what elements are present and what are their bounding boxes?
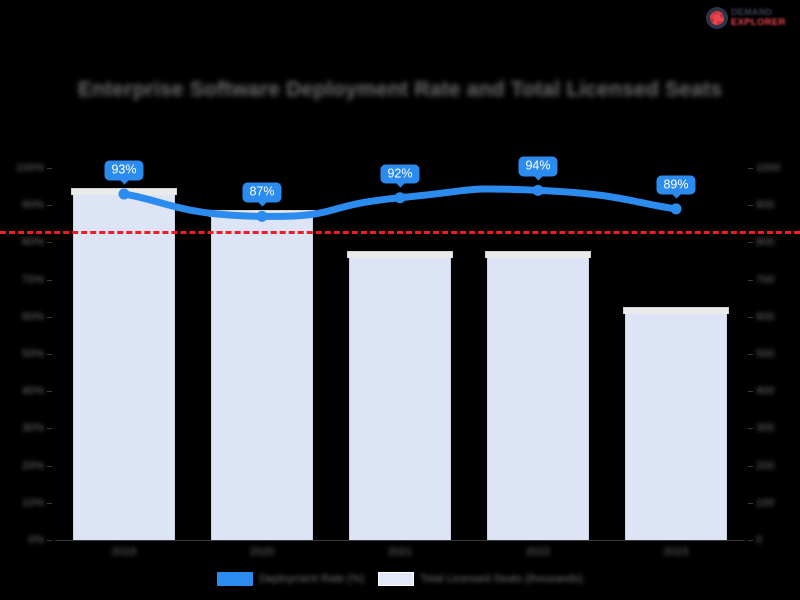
y-axis-left: 100% 90% 80% 70% 60% 50% 40% 30% 20% 10% 0% (0, 162, 52, 546)
tick-mark (47, 279, 52, 281)
line-marker-2023[interactable] (670, 203, 682, 215)
tick-mark (748, 316, 753, 318)
bar-cap (485, 251, 591, 259)
tick-label: 200 (756, 459, 775, 472)
tick-mark (47, 168, 52, 169)
bar-2022[interactable] (485, 251, 591, 540)
data-label-2020: 87% (242, 182, 282, 203)
tick-label: 800 (756, 236, 775, 249)
tick-label: 60% (21, 310, 44, 323)
tick-mark (748, 279, 753, 281)
bar-2021[interactable] (347, 251, 453, 540)
tick-label: 80% (21, 236, 44, 249)
tick-mark (47, 428, 52, 430)
tick-mark (47, 540, 52, 541)
x-axis-label-2023: 2023 (663, 546, 689, 558)
x-axis-label-2019: 2019 (111, 546, 137, 558)
bar-cap (71, 188, 177, 196)
tick-label: 0% (28, 534, 44, 546)
tick-mark (47, 205, 52, 207)
chart-legend: Deployment Rate (%) Total Licensed Seats… (0, 572, 800, 586)
bar-2023[interactable] (623, 307, 729, 540)
tick-label: 40% (21, 385, 44, 398)
tick-mark (47, 391, 52, 393)
tick-mark (47, 465, 52, 467)
tick-label: 500 (756, 348, 775, 360)
tick-mark (748, 428, 753, 430)
logo-text: DEMAND EXPLORER (731, 8, 786, 28)
tick-label: 400 (756, 385, 775, 398)
tick-label: 300 (756, 422, 775, 435)
tick-mark (748, 502, 753, 504)
x-axis-baseline (55, 540, 745, 541)
chart-title: Enterprise Software Deployment Rate and … (77, 78, 723, 101)
x-axis-label-2022: 2022 (525, 546, 551, 558)
tick-label: 100 (756, 496, 775, 509)
tick-mark (748, 205, 753, 207)
bar-2019[interactable] (71, 188, 177, 540)
logo-text-line-2: EXPLORER (731, 17, 786, 29)
reference-line (0, 231, 800, 235)
tick-mark (47, 354, 52, 355)
data-label-2021: 92% (380, 164, 420, 184)
legend-swatch-bar-icon (378, 572, 415, 586)
tick-label: 1000 (756, 162, 781, 174)
tick-mark (748, 242, 753, 244)
tick-label: 20% (21, 459, 44, 472)
bar-cap (209, 210, 315, 218)
x-axis-label-2020: 2020 (249, 546, 275, 558)
legend-label-line: Deployment Rate (%) (259, 573, 365, 585)
brand-logo: DEMAND EXPLORER (706, 4, 792, 32)
x-axis-label-2021: 2021 (387, 546, 413, 558)
data-label-2022: 94% (518, 156, 558, 177)
legend-label-bar: Total Licensed Seats (thousands) (420, 573, 583, 585)
legend-item-line[interactable]: Deployment Rate (%) (217, 572, 364, 586)
tick-mark (748, 540, 753, 541)
bar-2020[interactable] (209, 210, 315, 540)
line-marker-2022[interactable] (532, 184, 544, 196)
bar-cap (347, 251, 453, 259)
tick-label: 900 (756, 199, 775, 212)
tick-label: 90% (21, 199, 44, 212)
bar-cap (623, 307, 729, 315)
y-axis-right: 1000 900 800 700 600 500 400 300 200 100 0 (748, 162, 800, 546)
data-label-2023: 89% (656, 175, 696, 195)
tick-mark (748, 168, 753, 169)
plot-area (0, 168, 800, 541)
tick-mark (47, 502, 52, 504)
legend-item-bar[interactable]: Total Licensed Seats (thousands) (378, 572, 583, 586)
logo-starburst-icon (706, 7, 728, 29)
tick-label: 50% (21, 348, 44, 360)
legend-swatch-line-icon (217, 572, 254, 586)
tick-label: 0 (756, 534, 763, 546)
logo-text-line-1: DEMAND (731, 7, 773, 18)
line-marker-2021[interactable] (394, 192, 406, 204)
tick-label: 30% (21, 422, 44, 435)
tick-mark (47, 316, 52, 318)
tick-mark (748, 391, 753, 393)
tick-label: 600 (756, 310, 775, 323)
tick-mark (47, 242, 52, 244)
line-series-path (120, 185, 680, 220)
tick-label: 70% (21, 273, 44, 286)
tick-label: 10% (21, 496, 44, 509)
tick-label: 100% (15, 162, 44, 174)
data-label-2019: 93% (104, 160, 144, 181)
tick-label: 700 (756, 273, 775, 286)
tick-mark (748, 465, 753, 467)
tick-mark (748, 354, 753, 355)
